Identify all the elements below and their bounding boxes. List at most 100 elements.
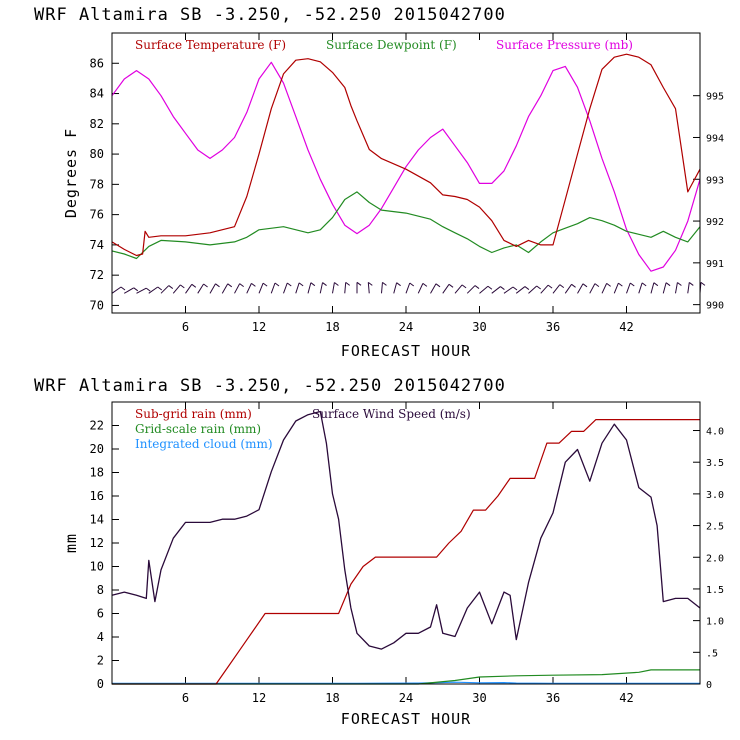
panel2-xlabel: FORECAST HOUR [341,710,471,728]
y2-tick-label: 4.0 [706,427,724,438]
panel2-plot: 6 12 18 24 30 36 4202468101214161820220.51.01.… [90,402,724,705]
wind-barb-flag [191,283,197,288]
x-tick-label: 12 [252,320,266,334]
y-tick-label: 20 [90,442,104,456]
panel2-ylabel: mm [62,533,80,553]
x-tick-label: 6 [182,320,189,334]
wind-barb [136,287,147,294]
wind-barb-flag [262,282,268,287]
wind-barb [491,286,501,294]
x-tick-label: 18 [325,320,339,334]
wind-barb-flag [180,284,185,289]
y2-tick-label: 993 [706,175,724,186]
wind-barb-flag [334,282,339,286]
wind-barb-flag [367,281,373,286]
y2-tick-label: 3.5 [706,458,724,469]
wind-barb-flag [677,282,682,286]
x-tick-label: 18 [325,691,339,705]
wind-barb [687,282,690,294]
wind-barb [417,283,424,294]
wind-speed-line [111,410,701,650]
wind-barb-flag [215,283,220,288]
wind-barb-flag [487,285,493,290]
wind-barb [270,282,276,294]
wind-barb [172,284,181,294]
wind-barb-flag [396,282,401,287]
temperature-line [111,53,701,257]
x-tick-label: 12 [252,691,266,705]
wind-barb-flag [594,283,600,288]
y2-tick-label: 2.0 [706,553,724,564]
wind-barb-flag [203,283,208,288]
wind-barb [540,284,549,294]
wind-barb [367,282,370,294]
wind-barb-flag [145,287,151,292]
wind-barb [528,285,538,294]
wind-barb-flag [500,286,505,290]
wind-barb-flag [582,283,588,288]
y-tick-label: 84 [90,87,104,101]
wind-barb-flag [227,283,233,288]
panel2-header: WRF Altamira SB -3.250, -52.250 20150427… [34,376,506,396]
y-tick-label: 80 [90,147,104,161]
panel1-xlabel: FORECAST HOUR [341,342,471,360]
y-tick-label: 82 [90,117,104,131]
wind-barb-flag [653,282,659,287]
wind-barb [295,282,300,294]
wind-barb [332,282,335,294]
legend-temperature: Surface Temperature (F) [135,38,286,52]
legend-subgrid-rain: Sub-grid rain (mm) [135,407,252,421]
wind-barb [650,282,655,294]
wind-barb [234,283,241,294]
y2-tick-label: 2.5 [706,522,724,533]
y-tick-label: 74 [90,238,104,252]
legend-integrated-cloud: Integrated cloud (mm) [135,437,273,451]
y2-tick-label: 1.0 [706,617,724,628]
wind-barb [466,285,476,294]
wind-barb-flag [435,283,441,288]
wind-barb-flag [512,286,518,291]
y2-tick-label: 994 [706,133,724,144]
legend-wind-speed: Surface Wind Speed (m/s) [312,407,471,421]
wind-barb [503,286,514,294]
y-tick-label: 6 [97,607,104,621]
wind-barb [185,284,193,294]
wind-barb [515,286,526,294]
wind-barb [552,284,561,294]
wind-barb-flag [547,284,553,289]
wind-barb-flag [474,285,480,289]
wind-barb-flag [641,282,647,287]
wind-barb-flag [120,286,126,291]
wind-barb-flag [322,282,327,286]
x-tick-label: 36 [546,320,560,334]
y-tick-label: 70 [90,298,104,312]
wind-barb-flag [461,284,467,289]
wind-barb [430,283,437,294]
wind-barb-flag [310,282,316,287]
wind-barb-flag [239,283,244,288]
wind-barb [601,283,608,294]
wind-barb-flag [422,282,428,287]
wind-barb-flag [157,286,163,291]
y2-tick-label: .5 [706,648,718,659]
wind-barb [344,282,347,294]
wind-barb-flag [571,283,576,288]
wind-barb [197,283,205,294]
wind-barb [221,283,229,294]
y-tick-label: 2 [97,654,104,668]
y-tick-label: 0 [97,677,104,691]
wind-barb-flag [382,281,387,286]
wind-barb-flag [286,282,292,287]
wind-barb [577,283,584,294]
wind-barb [319,282,324,294]
wind-barb-flag [133,287,139,292]
wind-barb [626,282,631,294]
y2-tick-label: 0 [706,680,712,691]
wind-barb [564,284,572,294]
wind-barb-flag [251,282,256,287]
wind-barb [381,282,383,294]
wind-barb-flag [298,282,304,287]
wind-barb-flag [618,282,623,287]
wind-barb [638,282,643,294]
